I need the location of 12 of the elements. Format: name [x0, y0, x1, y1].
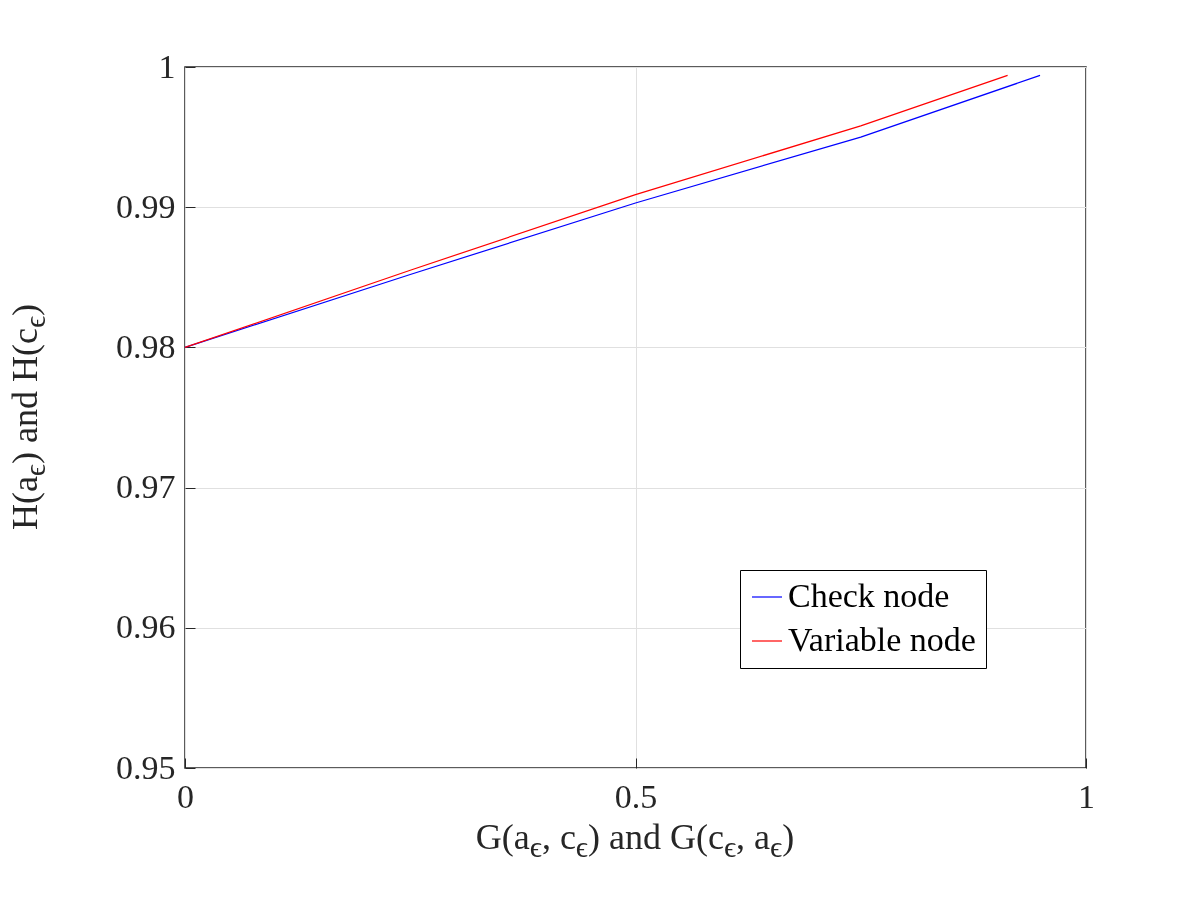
- y-tick-label: 0.95: [116, 748, 176, 786]
- y-tick-label: 0.96: [116, 608, 176, 646]
- y-tick-label: 0.99: [116, 187, 176, 225]
- x-tick-label: 0.5: [614, 777, 658, 815]
- legend-label: Check node: [788, 577, 950, 614]
- x-tick-label: 1: [1078, 777, 1095, 815]
- y-tick-label: 0.97: [116, 468, 176, 506]
- y-tick-label: 0.98: [116, 327, 176, 365]
- y-tick-label: 1: [158, 47, 176, 85]
- text: G(a$_{ϵ}$, c$_{ϵ}$) and G(c$_{ϵ}$, a$_{ϵ}$): [475, 816, 795, 864]
- legend-label: Variable node: [788, 621, 976, 658]
- x-tick-label: 0: [177, 777, 194, 815]
